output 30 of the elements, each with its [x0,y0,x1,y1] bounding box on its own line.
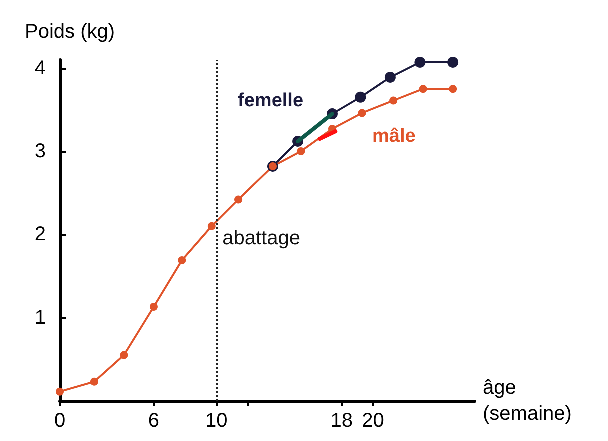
series-label: mâle [372,126,416,148]
x-tick-label: 18 [330,410,354,432]
x-tick-label: 0 [54,410,66,432]
y-tick-label: 4 [34,57,46,80]
series-label: femelle [238,90,304,112]
x-axis-title: âge (semaine) [483,377,572,425]
x-tick-label: 6 [148,410,160,432]
point [150,303,158,312]
point [384,72,396,83]
point [414,57,426,68]
point [419,85,428,94]
point [178,256,186,264]
point [234,196,243,204]
point [358,109,366,118]
point [449,85,458,94]
y-tick-label: 3 [34,140,46,162]
ref-line-label: abattage [222,228,300,250]
point [208,222,216,230]
y-tick-label: 1 [34,306,46,329]
point [448,57,459,68]
point [120,351,128,360]
y-tick-label: 2 [34,224,46,246]
x-tick-label: 20 [362,410,384,432]
point [355,92,366,103]
point [297,147,306,156]
point [90,378,98,386]
y-axis-title: Poids (kg) [24,21,116,43]
point [390,96,398,105]
x-tick-label: 10 [205,410,228,432]
point [56,388,64,396]
